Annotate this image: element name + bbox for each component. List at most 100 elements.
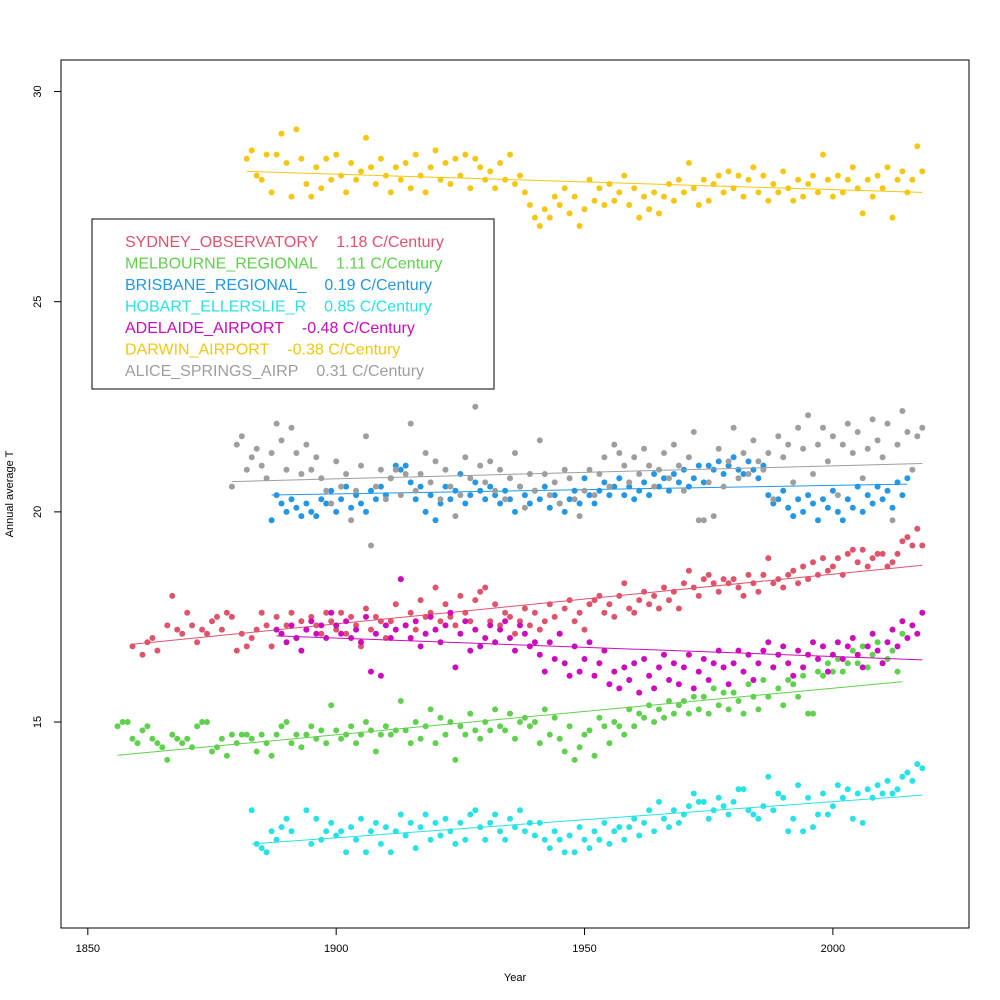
data-point [879,496,886,503]
data-point [447,181,454,187]
data-point [348,517,355,524]
data-point [894,441,901,448]
data-point [382,622,389,629]
data-point [278,437,285,444]
data-point [268,643,275,650]
data-point [338,172,345,179]
data-point [859,475,866,482]
data-point [422,630,429,637]
data-point [770,181,777,187]
data-point [815,668,821,675]
data-point [417,643,424,650]
data-point [561,849,568,856]
data-point [159,744,166,751]
data-point [904,429,911,435]
data-point [889,790,896,797]
data-point [765,639,772,646]
data-point [253,748,260,755]
data-point [507,815,513,822]
data-point [298,618,305,625]
legend-entry-name: ALICE_SPRINGS_AIRP [125,363,298,380]
data-point [487,622,494,629]
data-point [328,702,335,709]
data-point [760,647,767,654]
data-point [571,756,578,763]
data-point [611,719,618,725]
data-point [372,819,379,826]
data-point [745,807,752,814]
data-point [467,647,474,654]
data-point [849,635,856,641]
data-point [348,723,355,730]
data-point [715,445,722,452]
data-point [864,563,871,570]
data-point [621,836,628,843]
data-point [656,605,662,612]
data-point [775,576,782,583]
data-point [248,735,255,742]
data-point [437,496,444,503]
data-point [636,471,643,477]
data-point [636,710,643,717]
data-point [626,677,633,683]
data-point [601,819,608,826]
x-axis: 1850 1900 1950 2000 [76,927,845,955]
data-point [675,681,682,688]
data-point [820,496,826,503]
data-point [864,492,871,499]
data-point [695,668,702,675]
data-point [740,592,747,599]
data-point [730,424,737,431]
data-point [407,420,414,427]
data-point [452,155,459,162]
data-point [353,487,360,494]
data-point [800,508,807,515]
data-point [561,466,568,473]
data-point [631,815,638,822]
data-point [368,542,374,549]
data-point [566,496,573,503]
data-point [457,592,464,599]
data-point [343,731,350,738]
data-point [363,508,369,515]
data-point [690,185,697,192]
data-point [541,471,548,477]
data-point [666,698,672,704]
data-point [879,790,886,797]
data-point [318,475,325,482]
series-group [114,630,906,763]
data-point [760,172,767,179]
data-point [626,202,633,208]
data-point [442,601,449,608]
legend-entry-rate: -0.48 C/Century [302,320,415,337]
data-point [566,210,573,217]
data-point [397,492,404,499]
data-point [462,454,469,461]
data-point [432,626,439,633]
data-point [427,706,434,713]
x-tick-label: 1850 [76,943,100,955]
data-point [467,492,474,499]
data-point [492,811,499,818]
data-point [392,626,399,633]
legend-entry-name: DARWIN_AIRPORT [125,342,270,359]
data-point [695,517,702,524]
data-point [909,176,916,183]
data-point [745,458,752,465]
data-point [810,824,816,831]
data-point [343,618,350,625]
data-point [869,555,876,562]
data-point [154,740,161,747]
data-point [656,210,662,217]
legend-entry-rate: 0.85 C/Century [324,299,432,316]
data-point [889,647,896,654]
data-point [417,597,424,604]
data-point [333,458,340,465]
data-point [218,626,225,633]
data-point [452,840,459,847]
data-point [884,420,891,427]
data-point [358,500,364,507]
data-point [382,723,389,730]
data-point [333,727,340,734]
data-point [656,664,662,671]
